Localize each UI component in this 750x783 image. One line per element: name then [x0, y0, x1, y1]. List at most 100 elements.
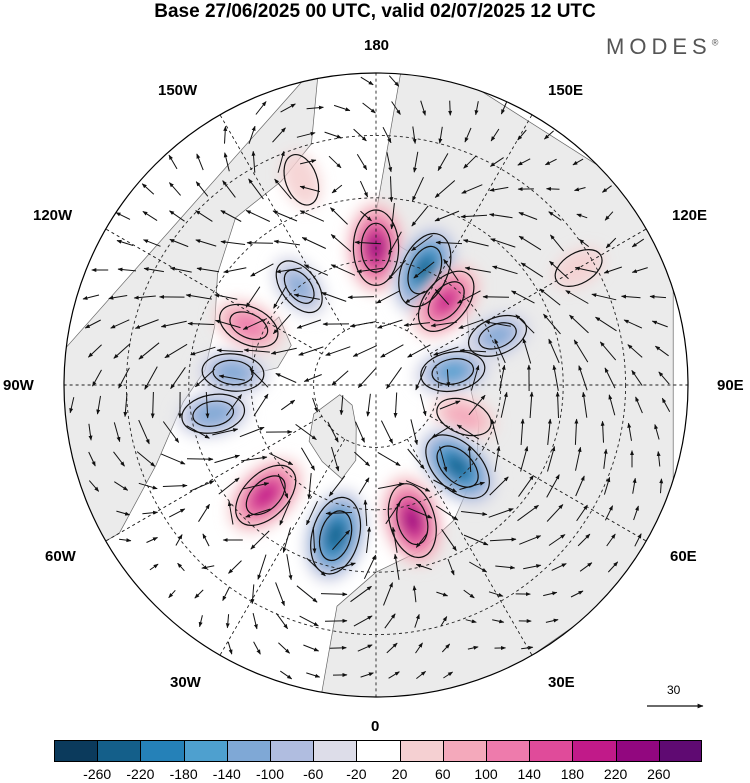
wind-vector: [108, 295, 128, 300]
wind-vector: [578, 365, 588, 391]
wind-vector: [360, 76, 374, 86]
wind-vector: [500, 101, 508, 115]
wind-vector: [133, 295, 156, 300]
wind-vector: [574, 266, 597, 273]
wind-vector: [299, 210, 325, 222]
wind-vector: [160, 320, 187, 328]
wind-vector: [414, 613, 420, 628]
landmass-1: [308, 394, 357, 480]
wind-vector: [196, 267, 220, 273]
wind-vector: [360, 210, 372, 222]
wind-vector: [113, 422, 121, 443]
wind-vector: [578, 239, 590, 247]
wind-vector: [548, 534, 566, 546]
wind-vector: [384, 613, 396, 629]
wind-vector: [651, 320, 668, 328]
colorbar: [54, 740, 703, 762]
wind-vector: [546, 504, 564, 522]
wind-vector: [228, 560, 242, 574]
wind-vector: [195, 239, 217, 247]
wind-vector: [299, 615, 319, 627]
wind-vector: [248, 125, 256, 144]
wind-vector: [84, 319, 101, 329]
contour-6-1: [425, 434, 490, 499]
colorbar-tick-label: 140: [517, 766, 541, 782]
wind-vector: [435, 505, 459, 521]
wind-vector: [441, 643, 451, 653]
latitude-circle-0: [313, 322, 439, 448]
wind-vector: [519, 535, 542, 545]
contour-9-1: [235, 464, 297, 526]
wind-vector: [321, 292, 347, 302]
contour-11-1: [201, 353, 265, 392]
wind-vector: [286, 554, 293, 581]
wind-vector: [312, 397, 318, 413]
wind-vector: [223, 125, 228, 144]
contour-9-0: [245, 475, 286, 516]
wind-vector: [227, 501, 234, 525]
wind-vector: [621, 294, 641, 299]
wind-vector: [328, 155, 342, 169]
contour-2-1: [417, 270, 475, 332]
wind-vector: [296, 319, 322, 329]
wind-vector: [576, 213, 588, 219]
wind-vector: [250, 530, 270, 550]
wind-vector: [296, 585, 318, 603]
wind-vector: [143, 267, 164, 273]
wind-vector: [329, 645, 347, 650]
colorbar-cell: [486, 740, 530, 762]
wind-vector: [603, 266, 622, 274]
wind-vector: [306, 105, 324, 110]
wind-vector: [356, 154, 368, 171]
wind-vector: [591, 293, 617, 301]
wind-vector: [272, 127, 286, 143]
wind-vector: [142, 510, 159, 515]
wind-vector: [520, 418, 525, 446]
wind-vector: [216, 348, 244, 353]
wind-vector: [517, 504, 539, 522]
wind-vector: [461, 511, 488, 516]
wind-vector: [546, 474, 560, 498]
wind-vector: [279, 500, 291, 526]
wind-vector: [434, 180, 456, 198]
wind-vector: [242, 318, 268, 330]
wind-vector: [243, 482, 270, 490]
wind-vector: [468, 394, 486, 416]
wind-vector: [243, 348, 270, 353]
wind-vector: [69, 397, 75, 414]
colorbar-tick-label: -260: [83, 766, 112, 782]
wind-vector: [239, 426, 265, 438]
wind-vector: [144, 366, 158, 390]
wind-vector: [654, 424, 660, 440]
colorbar-cell: [183, 740, 228, 762]
anomaly-neg-10: [174, 388, 252, 439]
wind-vector: [467, 445, 472, 473]
wind-vector: [212, 428, 239, 436]
wind-vector: [546, 186, 560, 191]
wind-vector: [92, 369, 102, 387]
wind-vector: [518, 212, 538, 220]
wind-vector: [306, 500, 318, 526]
wind-vector: [303, 264, 329, 276]
colorbar-tick-label: -100: [255, 766, 285, 782]
wind-vector: [436, 591, 449, 597]
wind-vector: [488, 591, 504, 597]
wind-vector: [543, 313, 561, 335]
wind-vector: [463, 155, 477, 169]
wind-vector: [277, 150, 285, 173]
wind-vector: [333, 104, 351, 112]
wind-vector: [366, 393, 371, 417]
anomaly-pos-12: [213, 299, 285, 353]
wind-vector: [353, 128, 367, 142]
wind-vector: [412, 585, 417, 603]
wind-vector: [273, 313, 291, 335]
wind-vector: [162, 421, 180, 443]
wind-vector: [661, 397, 671, 413]
wind-vector: [354, 240, 382, 245]
wind-vector: [383, 582, 393, 606]
wind-vector: [354, 451, 370, 467]
wind-vector: [464, 266, 491, 273]
colorbar-tick-label: 260: [647, 766, 671, 782]
lon-label-150w: 150W: [158, 82, 198, 99]
wind-vector: [205, 391, 210, 419]
